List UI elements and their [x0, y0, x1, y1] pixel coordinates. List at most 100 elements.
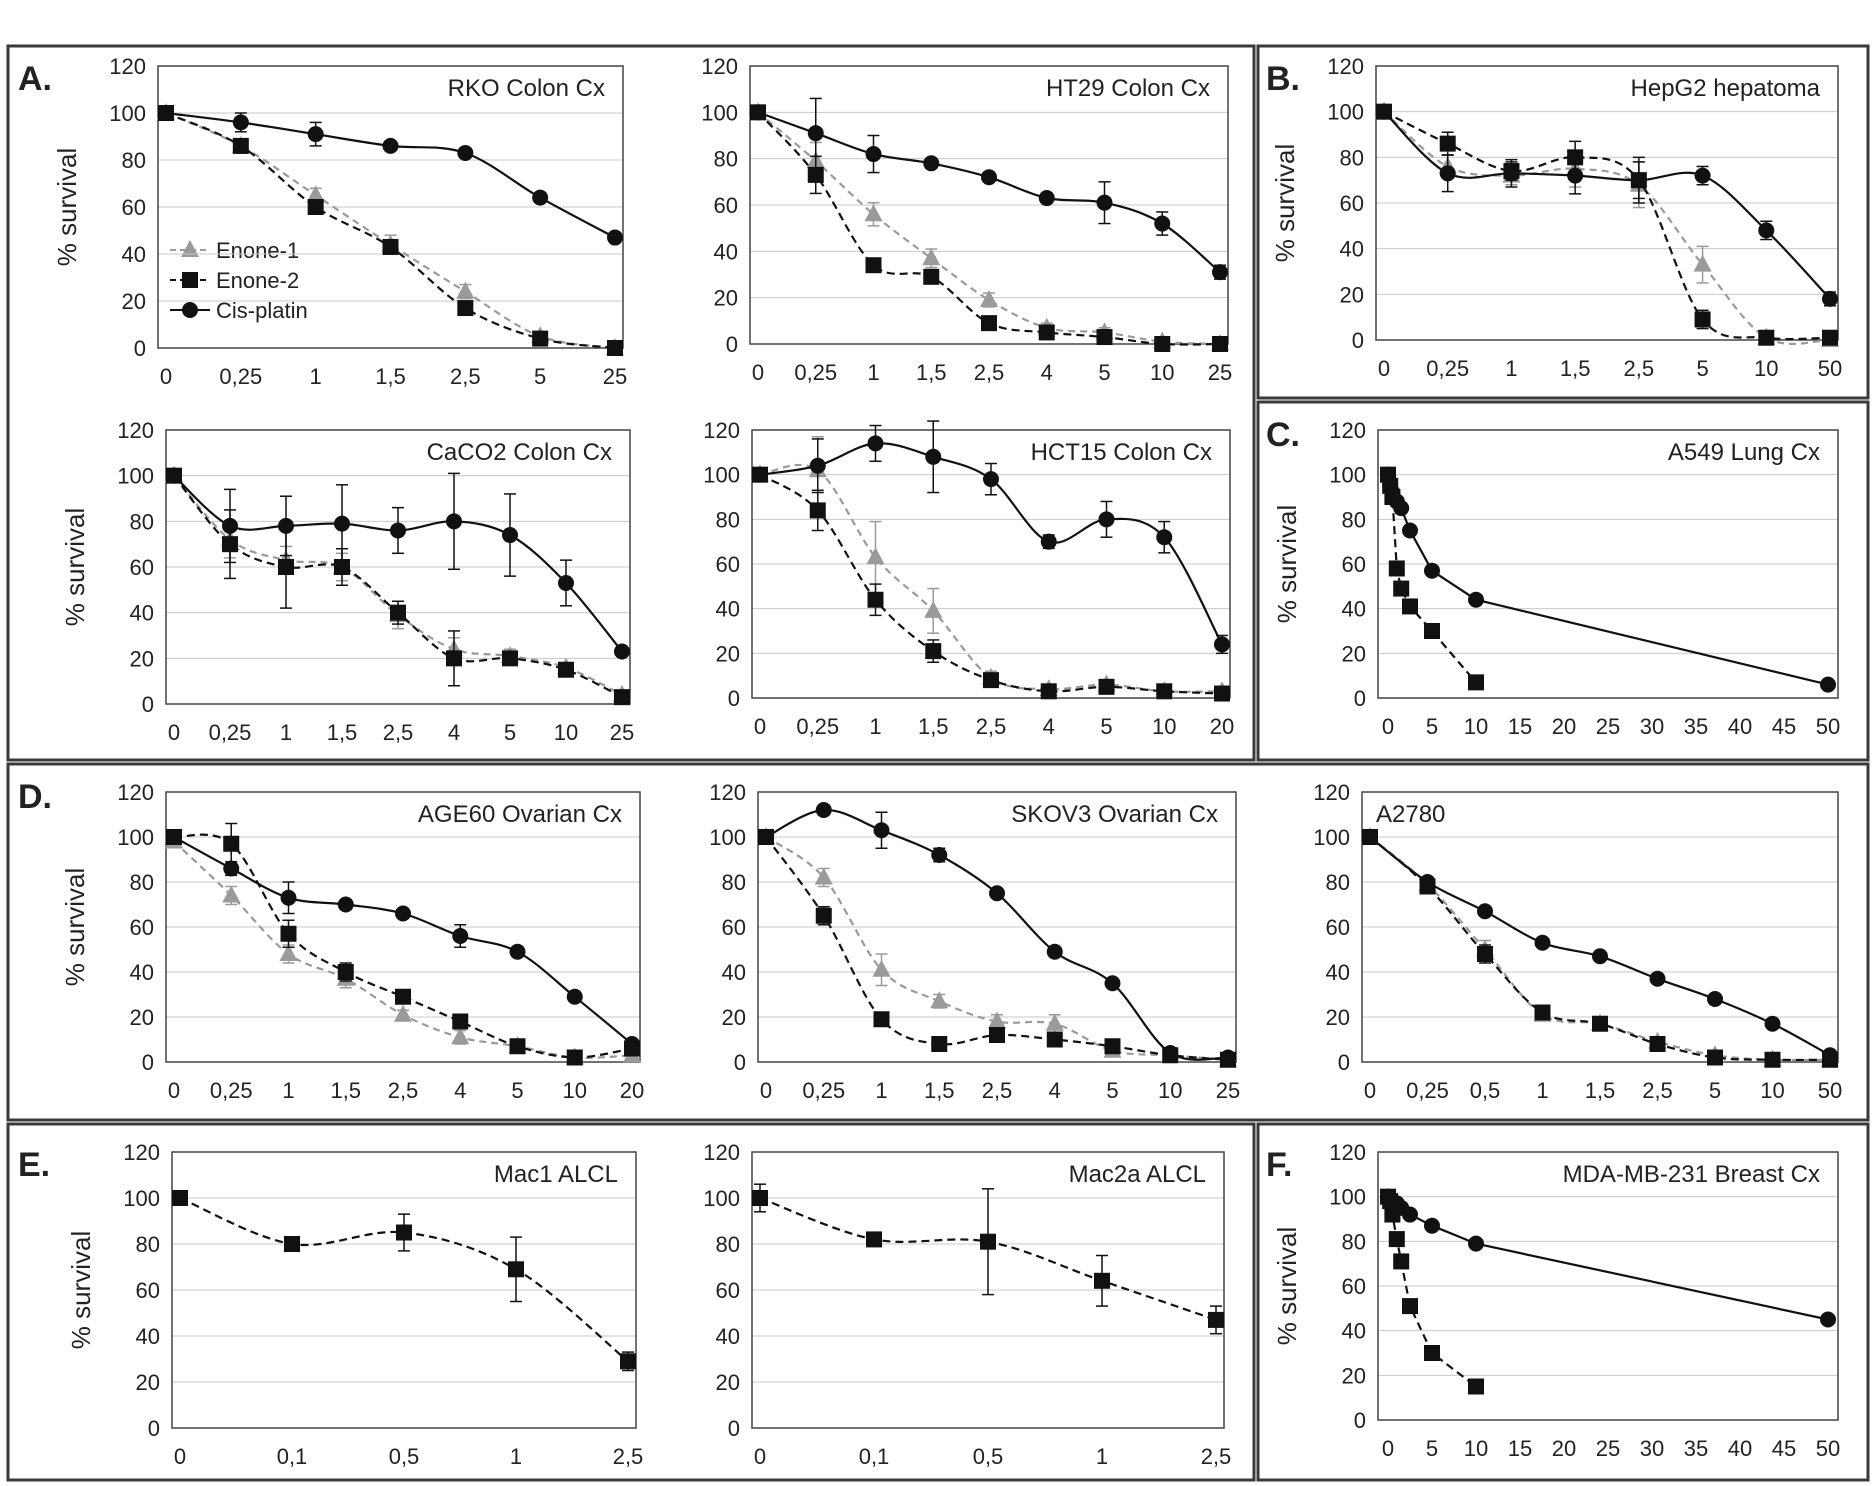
data-point-cis-platin: [308, 126, 324, 142]
y-tick-label: 100: [709, 825, 746, 850]
x-tick-label: 10: [1150, 360, 1174, 385]
data-point-cis-platin: [446, 513, 462, 529]
x-tick-label: 2,5: [1624, 356, 1655, 381]
data-point-enone-2: [532, 331, 548, 347]
legend-marker-enone2: [182, 272, 198, 288]
x-tick-label: 50: [1818, 356, 1842, 381]
data-point-enone-2: [281, 926, 297, 942]
x-tick-label: 0,5: [973, 1444, 1004, 1469]
group-label-d: D.: [18, 778, 52, 816]
x-tick-label: 1: [510, 1444, 522, 1469]
x-tick-label: 4: [448, 720, 460, 745]
x-tick-label: 5: [1098, 360, 1110, 385]
data-point-enone-2: [1099, 679, 1115, 695]
y-tick-label: 120: [701, 54, 738, 79]
y-tick-label: 40: [130, 601, 154, 626]
x-tick-label: 45: [1772, 714, 1796, 739]
data-point-enone-2: [567, 1050, 583, 1066]
x-tick-label: 1: [1505, 356, 1517, 381]
y-tick-label: 120: [1329, 418, 1366, 443]
data-point-enone-2: [395, 989, 411, 1005]
y-axis-label: % survival: [1270, 144, 1300, 262]
x-tick-label: 50: [1816, 1436, 1840, 1461]
x-tick-label: 0,25: [209, 720, 252, 745]
data-point-cis-platin: [1212, 264, 1228, 280]
data-point-enone-2: [989, 1027, 1005, 1043]
y-tick-label: 60: [130, 555, 154, 580]
x-tick-label: 2,5: [1201, 1444, 1232, 1469]
data-point-enone-2: [816, 908, 832, 924]
data-point-cis-platin: [981, 169, 997, 185]
data-point-cis-platin: [158, 105, 174, 121]
x-tick-label: 0,25: [796, 714, 839, 739]
x-tick-label: 25: [1596, 714, 1620, 739]
x-tick-label: 0: [168, 1078, 180, 1103]
data-point-enone-2: [1105, 1038, 1121, 1054]
x-tick-label: 2,5: [974, 360, 1005, 385]
data-point-enone-2: [1822, 330, 1838, 346]
data-point-enone-2: [223, 836, 239, 852]
data-point-enone-2: [925, 643, 941, 659]
survival-figure: A. B. C. D. E. F. Enone-1 Enone-2 Cis-pl…: [0, 0, 1876, 1486]
x-tick-label: 0: [1382, 1436, 1394, 1461]
x-tick-label: 0,25: [219, 364, 262, 389]
x-tick-label: 0,25: [1406, 1078, 1449, 1103]
x-tick-label: 1,5: [1585, 1078, 1616, 1103]
data-point-enone-2: [1695, 311, 1711, 327]
data-point-cis-platin: [1047, 944, 1063, 960]
y-axis-label: % survival: [66, 1231, 96, 1349]
data-point-cis-platin: [1097, 195, 1113, 211]
x-tick-label: 5: [511, 1078, 523, 1103]
data-point-enone-2: [808, 167, 824, 183]
y-tick-label: 20: [1340, 282, 1364, 307]
data-point-enone-2: [1707, 1050, 1723, 1066]
data-point-enone-2: [981, 315, 997, 331]
x-tick-label: 2,5: [982, 1078, 1013, 1103]
data-point-cis-platin: [1220, 1050, 1236, 1066]
y-tick-label: 120: [703, 418, 740, 443]
x-tick-label: 1: [282, 1078, 294, 1103]
x-tick-label: 0: [1382, 714, 1394, 739]
group-label-a: A.: [18, 60, 52, 98]
legend: Enone-1 Enone-2 Cis-platin: [170, 238, 308, 323]
data-point-cis-platin: [567, 989, 583, 1005]
x-tick-label: 10: [1464, 1436, 1488, 1461]
x-tick-label: 1,5: [1560, 356, 1591, 381]
data-point-enone-2: [620, 1353, 636, 1369]
x-tick-label: 1: [280, 720, 292, 745]
data-point-cis-platin: [510, 944, 526, 960]
x-tick-label: 25: [1208, 360, 1232, 385]
data-point-cis-platin: [1424, 563, 1440, 579]
y-tick-label: 40: [130, 960, 154, 985]
x-tick-label: 25: [1596, 1436, 1620, 1461]
legend-marker-cisplatin: [182, 302, 198, 318]
y-tick-label: 60: [136, 1278, 160, 1303]
y-tick-label: 120: [117, 780, 154, 805]
y-tick-label: 40: [714, 239, 738, 264]
x-tick-label: 10: [1464, 714, 1488, 739]
chart-title-a549: A549 Lung Cx: [1668, 439, 1820, 466]
x-tick-label: 10: [1760, 1078, 1784, 1103]
y-tick-label: 100: [117, 464, 154, 489]
x-tick-label: 1,5: [916, 360, 947, 385]
x-tick-label: 0,25: [210, 1078, 253, 1103]
y-tick-label: 40: [722, 960, 746, 985]
data-point-cis-platin: [1041, 534, 1057, 550]
y-tick-label: 60: [716, 552, 740, 577]
group-label-c: C.: [1266, 416, 1300, 454]
data-point-enone-2: [1041, 683, 1057, 699]
data-point-cis-platin: [558, 575, 574, 591]
x-tick-label: 10: [563, 1078, 587, 1103]
x-tick-label: 4: [1041, 360, 1053, 385]
data-point-enone-2: [752, 1190, 768, 1206]
chart-title-a2780: A2780: [1376, 801, 1445, 828]
chart-title-mac1: Mac1 ALCL: [494, 1161, 618, 1188]
data-point-cis-platin: [166, 468, 182, 484]
y-tick-label: 100: [1329, 1185, 1366, 1210]
x-tick-label: 10: [1754, 356, 1778, 381]
data-point-enone-2: [983, 672, 999, 688]
data-point-enone-2: [1212, 336, 1228, 352]
x-tick-label: 0: [754, 1444, 766, 1469]
data-point-enone-2: [452, 1014, 468, 1030]
chart-title-ht29: HT29 Colon Cx: [1046, 75, 1210, 102]
